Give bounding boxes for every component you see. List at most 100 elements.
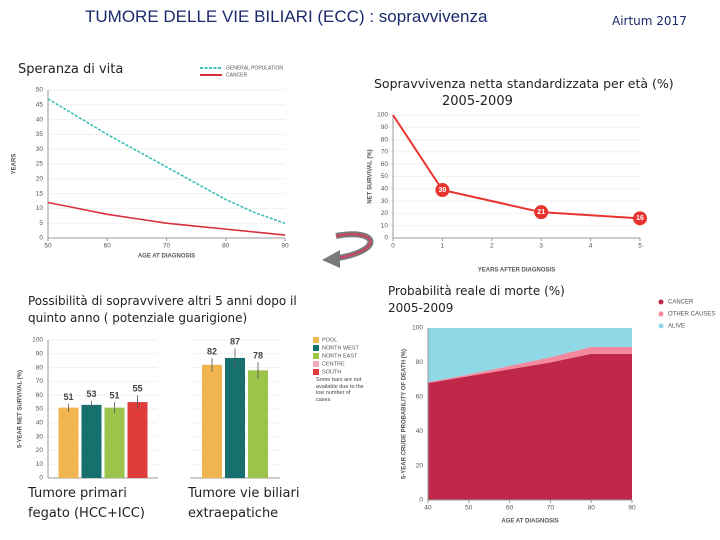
x-axis-label: AGE AT DIAGNOSIS [501, 519, 558, 525]
y-tick-label: 70 [36, 378, 44, 385]
legend-label: NORTH WEST [322, 345, 360, 351]
data-label: 55 [132, 384, 142, 394]
y-tick-label: 10 [381, 222, 389, 229]
data-label: 51 [109, 390, 119, 400]
legend-swatch [313, 337, 319, 343]
note: Some bars are not available due to the l… [316, 377, 364, 403]
x-tick-label: 80 [222, 243, 230, 250]
source: Airtum 2017 [612, 14, 687, 28]
legend-swatch [658, 311, 664, 317]
arrow-accent [335, 233, 372, 259]
y-axis-label: 5-YEAR NET SURVIVAL (%) [18, 370, 24, 448]
line [392, 114, 641, 220]
y-tick-label: 40 [36, 116, 44, 123]
legend-swatch [313, 369, 319, 375]
y-tick-label: 20 [381, 210, 389, 217]
point [534, 205, 549, 220]
data-label: 39 [439, 187, 447, 194]
y-tick-label: 100 [412, 325, 423, 332]
group-label: Tumore primari fegato (HCC+ICC) [28, 486, 145, 521]
data-label: 78 [253, 350, 263, 360]
x-tick-label: 70 [163, 243, 171, 250]
x-tick-label: 60 [506, 505, 514, 512]
y-tick-label: 90 [381, 124, 389, 131]
legend-swatch [313, 361, 319, 367]
y-tick-label: 0 [419, 497, 423, 504]
bar [81, 404, 102, 478]
data-label: 82 [207, 346, 217, 356]
y-tick-label: 0 [384, 235, 388, 242]
y-axis-label: YEARS [12, 154, 18, 175]
y-tick-label: 70 [381, 149, 389, 156]
point [633, 211, 647, 226]
y-axis-label: 5-YEAR CRUDE PROBABILITY OF DEATH (%) [402, 349, 408, 479]
y-tick-label: 40 [381, 186, 389, 193]
data-label: 51 [63, 392, 73, 402]
x-tick-label: 4 [589, 243, 593, 250]
y-axis-label: NET SURVIVAL (%) [368, 149, 374, 203]
y-tick-label: 20 [36, 176, 44, 183]
x-tick-label: 50 [44, 243, 52, 250]
y-tick-label: 15 [36, 190, 44, 197]
area [428, 353, 632, 500]
legend-label: CENTRE [322, 361, 345, 367]
legend-swatch [658, 323, 664, 329]
legend-label: GENERAL POPULATION [226, 65, 283, 71]
legend-label: OTHER CAUSES [668, 312, 715, 318]
chart-title: Possibilità di sopravvivere altri 5 anni… [28, 294, 297, 325]
x-axis-label: YEARS AFTER DIAGNOSIS [478, 268, 555, 274]
legend-swatch [313, 353, 319, 359]
legend-swatch [658, 299, 664, 305]
legend-label: POOL [322, 337, 337, 343]
y-tick-label: 80 [416, 359, 424, 366]
y-tick-label: 35 [36, 131, 44, 138]
line [47, 201, 286, 236]
y-tick-label: 25 [36, 161, 44, 168]
bar [104, 407, 125, 478]
y-tick-label: 0 [39, 235, 43, 242]
bar [202, 364, 222, 478]
x-tick-label: 80 [588, 505, 596, 512]
y-tick-label: 40 [36, 420, 44, 427]
x-tick-label: 90 [281, 243, 289, 250]
chart-title: Sopravvivenza netta standardizzata per e… [374, 76, 674, 91]
y-tick-label: 20 [416, 462, 424, 469]
x-tick-label: 70 [547, 505, 555, 512]
y-tick-label: 60 [36, 392, 44, 399]
y-tick-label: 100 [377, 112, 388, 119]
x-tick-label: 5 [638, 243, 642, 250]
y-tick-label: 45 [36, 102, 44, 109]
y-tick-label: 30 [36, 433, 44, 440]
legend-label: ALIVE [668, 324, 685, 330]
y-tick-label: 60 [381, 161, 389, 168]
legend-swatch [313, 345, 319, 351]
point [435, 183, 450, 198]
bar [58, 407, 79, 478]
y-tick-label: 80 [381, 136, 389, 143]
x-axis-label: AGE AT DIAGNOSIS [138, 254, 195, 260]
x-tick-label: 3 [539, 243, 543, 250]
y-tick-label: 10 [36, 205, 44, 212]
y-tick-label: 50 [36, 406, 44, 413]
y-tick-label: 50 [381, 173, 389, 180]
arrow-head [322, 250, 340, 268]
y-tick-label: 90 [36, 351, 44, 358]
slide-title: TUMORE DELLE VIE BILIARI (ECC) : sopravv… [85, 7, 488, 26]
area [428, 328, 632, 383]
group-label: Tumore vie biliari extraepatiche [188, 486, 300, 521]
data-label: 53 [86, 389, 96, 399]
bar [127, 402, 148, 478]
x-tick-label: 50 [465, 505, 473, 512]
y-tick-label: 80 [36, 364, 44, 371]
chart-title: Probabilità reale di morte (%) 2005-2009 [388, 284, 565, 315]
y-tick-label: 5 [39, 220, 43, 227]
x-tick-label: 0 [391, 243, 395, 250]
y-tick-label: 50 [36, 87, 44, 94]
bar [225, 357, 245, 478]
y-tick-label: 10 [36, 461, 44, 468]
x-tick-label: 60 [104, 243, 112, 250]
x-tick-label: 90 [628, 505, 636, 512]
x-tick-label: 1 [441, 243, 445, 250]
